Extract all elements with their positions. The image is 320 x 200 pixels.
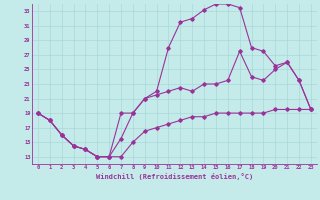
X-axis label: Windchill (Refroidissement éolien,°C): Windchill (Refroidissement éolien,°C) [96, 173, 253, 180]
